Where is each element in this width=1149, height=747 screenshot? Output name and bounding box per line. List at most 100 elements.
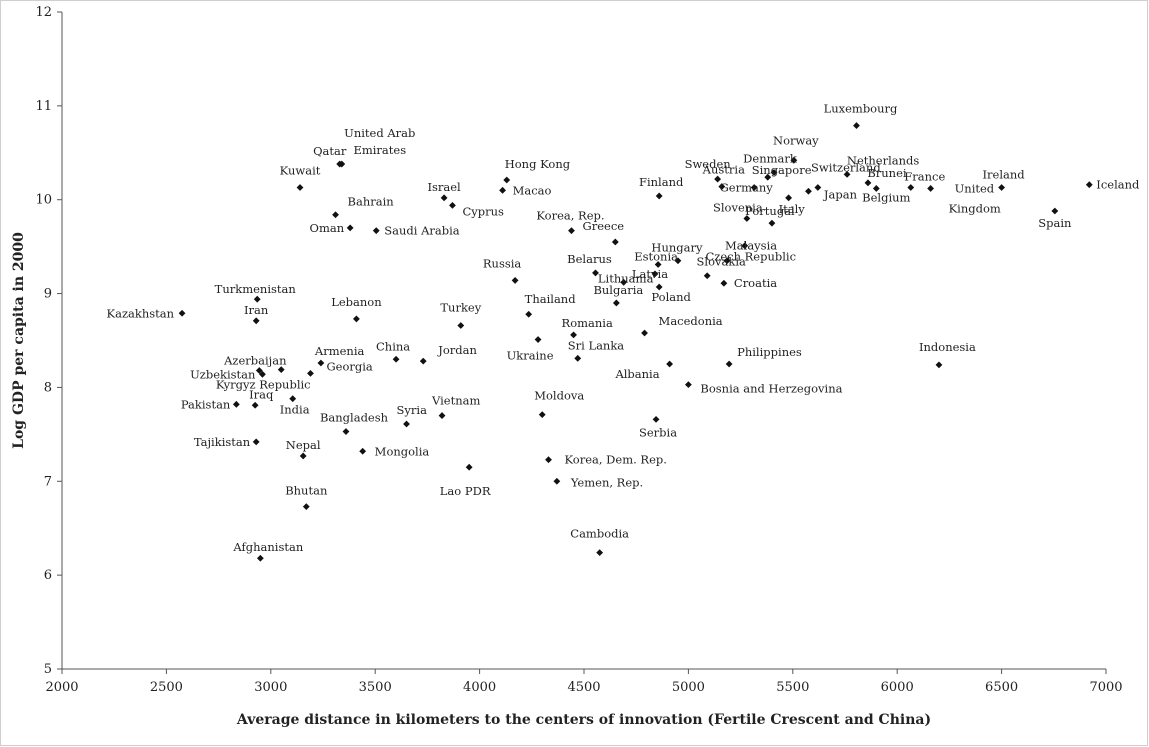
x-tick-label: 6000 bbox=[881, 680, 914, 695]
x-tick-label: 6500 bbox=[985, 680, 1018, 695]
x-axis-ticks: 2000 2500 3000 3500 4000 4500 5000 5500 6000 6500… bbox=[45, 669, 1123, 695]
point-label: Bulgaria bbox=[593, 283, 643, 297]
point-label: Singapore bbox=[752, 163, 812, 177]
x-tick-label: 3000 bbox=[254, 680, 287, 695]
point-label: Japan bbox=[823, 187, 858, 201]
point-label: Israel bbox=[427, 180, 461, 194]
point-label: Belgium bbox=[862, 190, 910, 204]
data-point bbox=[1051, 207, 1059, 215]
point-label: Iraq bbox=[249, 387, 274, 401]
y-tick-label: 6 bbox=[44, 568, 52, 583]
point-label: Kingdom bbox=[949, 201, 1001, 215]
data-point bbox=[570, 331, 577, 339]
point-label: Hungary bbox=[651, 241, 703, 255]
point-label: Syria bbox=[397, 403, 428, 417]
data-point bbox=[342, 428, 350, 435]
data-point bbox=[612, 299, 620, 307]
data-point bbox=[419, 357, 427, 365]
x-tick-label: 3500 bbox=[359, 680, 392, 695]
point-label: Austria bbox=[702, 163, 745, 177]
point-label: Bhutan bbox=[285, 484, 328, 498]
point-label: Netherlands bbox=[847, 153, 920, 167]
x-tick-label: 4000 bbox=[463, 680, 496, 695]
data-point bbox=[392, 355, 400, 363]
data-point bbox=[998, 184, 1005, 191]
y-axis-title: Log GDP per capita in 2000 bbox=[11, 232, 27, 449]
point-label: Portugal bbox=[745, 204, 795, 218]
point-label: China bbox=[376, 339, 410, 353]
point-label: Malaysia bbox=[725, 239, 777, 253]
point-label: Tajikistan bbox=[194, 435, 251, 449]
point-label: Czech Republic bbox=[705, 250, 796, 264]
point-label: Georgia bbox=[326, 359, 372, 373]
data-point bbox=[703, 272, 711, 280]
y-tick-label: 11 bbox=[35, 99, 52, 114]
point-label: Cyprus bbox=[462, 204, 504, 218]
data-point bbox=[741, 242, 749, 250]
point-label: Switzerland bbox=[811, 161, 881, 175]
x-tick-label: 5000 bbox=[672, 680, 705, 695]
data-point bbox=[252, 317, 260, 325]
data-point bbox=[525, 310, 533, 318]
point-label: Turkmenistan bbox=[215, 282, 297, 296]
data-point bbox=[277, 366, 285, 373]
point-label: Finland bbox=[639, 175, 684, 189]
y-tick-label: 10 bbox=[35, 193, 52, 208]
data-point bbox=[253, 295, 261, 303]
data-point bbox=[465, 463, 473, 471]
point-label: Ukraine bbox=[507, 349, 554, 363]
point-label: Germany bbox=[720, 181, 774, 195]
point-label: Cambodia bbox=[570, 527, 629, 541]
point-label: Emirates bbox=[353, 143, 406, 157]
data-point bbox=[666, 360, 674, 368]
x-axis-title: Average distance in kilometers to the ce… bbox=[236, 712, 931, 728]
data-point bbox=[574, 354, 582, 362]
point-label: Slovenia bbox=[713, 200, 763, 214]
point-label: Indonesia bbox=[919, 340, 976, 354]
data-point bbox=[538, 411, 546, 419]
data-point bbox=[723, 257, 731, 265]
data-point bbox=[790, 156, 798, 164]
data-point bbox=[252, 438, 260, 446]
point-label: Armenia bbox=[314, 344, 365, 358]
point-label: Afghanistan bbox=[232, 540, 303, 554]
point-label: Croatia bbox=[734, 276, 777, 290]
point-label: Hong Kong bbox=[505, 157, 571, 171]
data-point bbox=[403, 420, 410, 428]
data-point bbox=[720, 279, 728, 287]
data-point bbox=[372, 227, 380, 235]
point-label: Bangladesh bbox=[320, 411, 389, 425]
point-label: Luxembourg bbox=[824, 102, 898, 116]
data-point bbox=[449, 201, 456, 209]
point-label: Sri Lanka bbox=[568, 338, 625, 352]
data-point bbox=[853, 122, 860, 129]
data-point bbox=[596, 549, 604, 557]
data-point bbox=[256, 554, 264, 562]
point-label: Kuwait bbox=[280, 164, 321, 178]
point-label: Belarus bbox=[567, 252, 612, 266]
data-point bbox=[725, 360, 733, 368]
data-point bbox=[302, 503, 310, 511]
point-label: Denmark bbox=[743, 151, 798, 165]
data-point bbox=[545, 456, 552, 464]
point-label: Uzbekistan bbox=[190, 367, 256, 381]
data-point bbox=[718, 183, 726, 190]
y-tick-label: 5 bbox=[44, 662, 52, 677]
point-label: Bosnia and Herzegovina bbox=[700, 382, 842, 396]
y-tick-label: 9 bbox=[44, 287, 52, 302]
point-label: Norway bbox=[773, 133, 819, 147]
x-tick-label: 4500 bbox=[567, 680, 600, 695]
y-axis-ticks: 5 6 7 8 9 10 11 12 bbox=[35, 5, 62, 677]
data-point bbox=[534, 336, 542, 343]
data-point bbox=[907, 184, 915, 191]
point-label: Iran bbox=[244, 303, 269, 317]
point-label: Lao PDR bbox=[440, 484, 491, 498]
y-tick-label: 12 bbox=[35, 5, 52, 20]
data-point bbox=[768, 219, 776, 227]
point-label: Poland bbox=[651, 290, 691, 304]
data-point bbox=[655, 192, 663, 200]
x-tick-label: 7000 bbox=[1089, 680, 1122, 695]
point-label: Vietnam bbox=[431, 394, 480, 408]
point-label: Brunei bbox=[867, 166, 907, 180]
